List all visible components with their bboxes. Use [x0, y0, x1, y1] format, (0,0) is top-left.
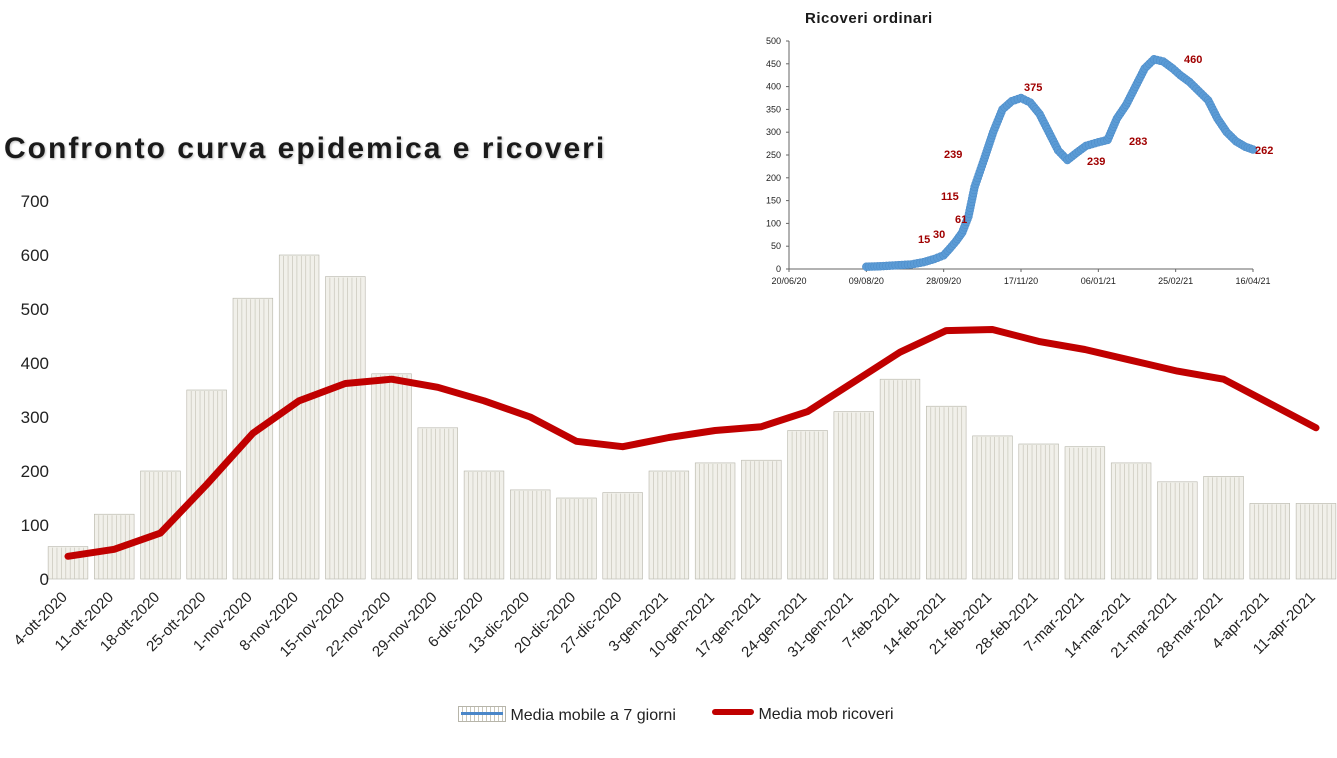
inset-annotation: 61 — [955, 214, 967, 226]
bar — [1157, 481, 1198, 580]
hospital-line — [64, 326, 1320, 560]
inset-y-tick-label: 350 — [766, 104, 781, 114]
bar — [1249, 503, 1290, 580]
inset-annotation: 115 — [941, 191, 959, 203]
y-tick-label: 400 — [21, 354, 49, 373]
y-tick-label: 0 — [40, 570, 49, 589]
y-tick-label: 600 — [21, 246, 49, 265]
legend-swatch-bars — [458, 706, 506, 722]
inset-y-tick-label: 150 — [766, 196, 781, 206]
main-y-axis: 0 100 200 300 400 500 600 700 — [21, 192, 49, 589]
inset-y-tick-label: 250 — [766, 150, 781, 160]
inset-point — [1248, 145, 1258, 154]
y-tick-label: 700 — [21, 192, 49, 211]
bar — [741, 459, 782, 580]
inset-x-tick-label: 25/02/21 — [1158, 276, 1193, 286]
bar — [879, 378, 921, 580]
legend-swatch-line — [712, 709, 754, 715]
y-tick-label: 100 — [21, 516, 49, 535]
legend: Media mobile a 7 giorni — [458, 706, 676, 725]
bar — [1064, 446, 1106, 580]
inset-annotation: 283 — [1129, 136, 1147, 148]
bar — [510, 489, 551, 580]
bar — [787, 430, 828, 580]
inset-y-tick-label: 400 — [766, 82, 781, 92]
bar — [648, 470, 690, 580]
chart-title: Confronto curva epidemica e ricoveri — [4, 132, 607, 165]
bar — [371, 373, 412, 580]
bar — [463, 470, 505, 580]
inset-annotation: 239 — [944, 149, 962, 161]
inset-annotation: 15 — [918, 234, 930, 246]
inset-annotation: 375 — [1024, 82, 1042, 94]
bar — [232, 297, 274, 580]
bar — [556, 497, 597, 580]
y-tick-label: 500 — [21, 300, 49, 319]
inset-y-tick-label: 100 — [766, 218, 781, 228]
inset-chart: 0 50 100 150 200 250 300 350 400 450 500 20/06/20 09… — [766, 36, 1273, 286]
hospital-line-path — [64, 326, 1320, 560]
bar — [47, 546, 89, 580]
inset-x-tick-label: 09/08/20 — [849, 276, 884, 286]
legend-label-line: Media mob ricoveri — [758, 706, 894, 723]
bar — [1203, 476, 1244, 580]
inset-x-tick-label: 16/04/21 — [1235, 276, 1270, 286]
y-tick-label: 200 — [21, 462, 49, 481]
bar — [602, 492, 643, 580]
bar — [694, 462, 736, 580]
inset-y-tick-label: 200 — [766, 173, 781, 183]
bar — [417, 427, 458, 580]
inset-annotation: 460 — [1184, 54, 1202, 66]
bar — [1110, 462, 1152, 580]
legend-line-entry: Media mob ricoveri — [712, 706, 894, 724]
inset-x-tick-label: 28/09/20 — [926, 276, 961, 286]
bar — [972, 435, 1013, 580]
legend-label-bars: Media mobile a 7 giorni — [510, 707, 676, 724]
bar — [325, 276, 366, 580]
inset-y-tick-label: 450 — [766, 59, 781, 69]
bar — [278, 254, 320, 580]
bar — [1018, 443, 1059, 580]
inset-x-tick-label: 06/01/21 — [1081, 276, 1116, 286]
inset-y-tick-label: 0 — [776, 264, 781, 274]
bar — [140, 470, 181, 580]
bar — [926, 405, 967, 580]
inset-chart-title: Ricoveri ordinari — [805, 10, 933, 27]
y-tick-label: 300 — [21, 408, 49, 427]
bar — [833, 411, 874, 580]
bar — [1295, 503, 1337, 580]
inset-x-tick-label: 17/11/20 — [1004, 276, 1038, 286]
epidemic-bars — [47, 254, 1337, 580]
inset-y-tick-label: 500 — [766, 36, 781, 46]
inset-y-tick-label: 50 — [771, 241, 781, 251]
main-x-axis: 4-ott-202011-ott-202018-ott-202025-ott-2… — [10, 589, 1318, 662]
inset-annotation: 239 — [1087, 156, 1105, 168]
inset-annotation: 262 — [1255, 145, 1273, 157]
inset-annotation: 30 — [933, 229, 945, 241]
inset-y-tick-label: 300 — [766, 127, 781, 137]
inset-x-tick-label: 20/06/20 — [771, 276, 806, 286]
